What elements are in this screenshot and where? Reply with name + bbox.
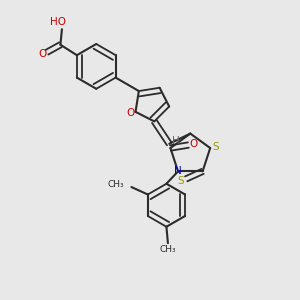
Text: O: O bbox=[190, 139, 198, 148]
Text: HO: HO bbox=[50, 17, 66, 27]
Text: CH₃: CH₃ bbox=[107, 180, 124, 189]
Text: O: O bbox=[38, 49, 46, 59]
Text: S: S bbox=[213, 142, 220, 152]
Text: CH₃: CH₃ bbox=[160, 245, 176, 254]
Text: S: S bbox=[178, 176, 184, 186]
Text: H: H bbox=[172, 136, 180, 146]
Text: N: N bbox=[174, 166, 181, 176]
Text: O: O bbox=[126, 108, 134, 118]
